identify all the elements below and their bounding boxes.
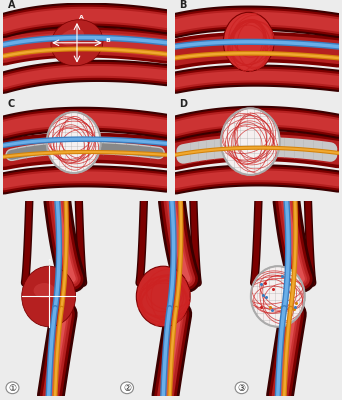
Ellipse shape (60, 29, 84, 45)
Ellipse shape (51, 20, 103, 66)
Ellipse shape (34, 283, 55, 298)
Text: ②: ② (123, 384, 131, 393)
Ellipse shape (221, 108, 280, 175)
Text: B: B (106, 38, 110, 43)
Text: D: D (179, 99, 187, 109)
Text: A: A (79, 15, 83, 20)
Text: C: C (8, 99, 15, 109)
Circle shape (235, 382, 248, 394)
Text: ①: ① (9, 384, 16, 393)
Text: B: B (179, 0, 187, 10)
Text: ③: ③ (238, 384, 246, 393)
Ellipse shape (223, 12, 274, 71)
Text: ↑: ↑ (47, 259, 53, 265)
Text: A: A (8, 0, 15, 10)
Ellipse shape (136, 266, 190, 327)
Ellipse shape (47, 112, 101, 173)
Ellipse shape (251, 266, 305, 327)
Ellipse shape (22, 266, 76, 327)
Circle shape (6, 382, 19, 394)
Circle shape (121, 382, 133, 394)
